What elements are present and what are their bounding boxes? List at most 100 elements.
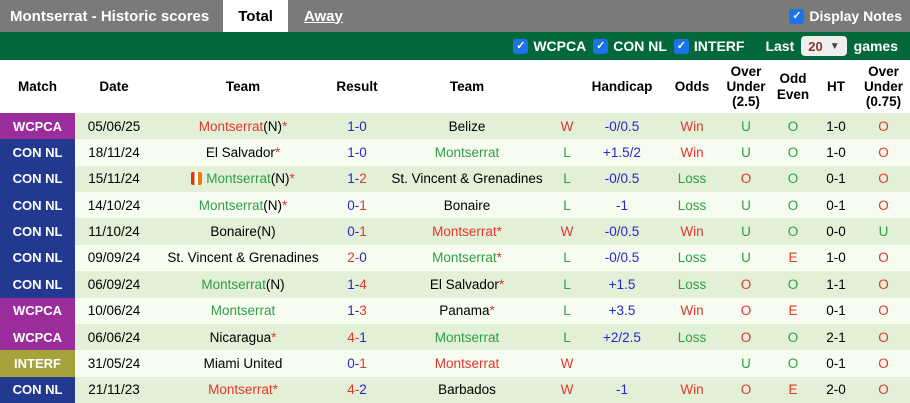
away-team-cell: El Salvador * xyxy=(381,271,553,297)
away-team-cell: Montserrat xyxy=(381,139,553,165)
header-odds: Odds xyxy=(674,78,710,94)
header-team1: Team xyxy=(225,78,261,94)
match-badge: CON NL xyxy=(0,271,75,298)
over-under-25-cell: O xyxy=(740,303,752,319)
header-handicap: Handicap xyxy=(591,78,653,94)
games-count-value: 20 xyxy=(808,38,823,54)
connl-label: CON NL xyxy=(613,38,667,54)
home-team-cell: Montserrat (N) * xyxy=(153,113,333,139)
odd-even-cell: O xyxy=(787,276,799,292)
handicap-cell: -0/0.5 xyxy=(604,224,640,240)
away-goals: 0 xyxy=(359,145,367,161)
handicap-cell: +3.5 xyxy=(608,303,636,319)
date-cell: 14/10/24 xyxy=(87,197,141,213)
connl-checkbox[interactable]: ✓ xyxy=(593,38,609,54)
team-name: Montserrat xyxy=(432,224,497,240)
home-team-cell: Montserrat * xyxy=(153,377,333,403)
ht-cell: 1-0 xyxy=(826,118,846,134)
display-notes-checkbox[interactable]: ✓ xyxy=(789,8,805,24)
handicap-cell: -0/0.5 xyxy=(604,171,640,187)
star-marker: * xyxy=(289,171,295,187)
wcpca-checkbox[interactable]: ✓ xyxy=(513,38,529,54)
team-name: Panama xyxy=(439,303,490,319)
ht-cell: 1-1 xyxy=(826,276,846,292)
ht-cell: 1-0 xyxy=(826,250,846,266)
team-name: Montserrat xyxy=(198,118,264,134)
handicap-cell: -1 xyxy=(615,197,628,213)
filter-wcpca[interactable]: ✓ WCPCA xyxy=(513,38,586,54)
odds-cell: Win xyxy=(680,382,704,398)
away-goals: 1 xyxy=(359,224,367,240)
home-goals: 1- xyxy=(347,303,360,319)
wl-cell: L xyxy=(563,197,571,213)
tab-total[interactable]: Total xyxy=(223,0,288,32)
interf-checkbox[interactable]: ✓ xyxy=(673,38,689,54)
filter-connl[interactable]: ✓ CON NL xyxy=(593,38,667,54)
over-under-25-cell: U xyxy=(741,145,751,161)
team-name: Bonaire xyxy=(210,224,257,240)
team-name: St. Vincent & Grenadines xyxy=(167,250,319,266)
neutral-venue-tag: (N) xyxy=(263,118,282,134)
table-row: CON NL 14/10/24 Montserrat (N) * 0- 1 Bonaire L -… xyxy=(0,192,910,219)
team-name: Montserrat xyxy=(434,145,500,161)
score-cell: 1- 2 xyxy=(333,166,381,192)
score-cell: 1- 0 xyxy=(333,113,381,139)
match-badge: CON NL xyxy=(0,218,75,245)
odds-cell: Win xyxy=(680,303,704,319)
handicap-cell xyxy=(581,350,663,376)
away-team-cell: Montserrat * xyxy=(381,245,553,271)
wl-cell: L xyxy=(563,303,571,319)
date-cell: 15/11/24 xyxy=(88,171,140,187)
neutral-venue-tag: (N) xyxy=(265,276,285,292)
odds-cell: Loss xyxy=(677,329,707,345)
games-count-dropdown[interactable]: 20 ▼ xyxy=(801,36,847,56)
handicap-cell: +1.5 xyxy=(608,276,636,292)
team-name: Montserrat xyxy=(198,197,264,213)
table-row: CON NL 09/09/24 St. Vincent & Grenadines 2-… xyxy=(0,244,910,272)
filter-interf[interactable]: ✓ INTERF xyxy=(673,38,744,54)
home-goals: 2- xyxy=(347,250,360,266)
away-goals: 1 xyxy=(359,197,367,213)
score-cell: 4- 2 xyxy=(333,377,381,403)
handicap-cell: +2/2.5 xyxy=(603,329,641,345)
match-badge: WCPCA xyxy=(0,323,75,351)
odds-cell: Win xyxy=(680,145,704,161)
star-marker: * xyxy=(489,303,495,319)
odds-cell xyxy=(663,350,721,376)
table-row: CON NL 11/10/24 Bonaire (N) 0- 1 Montserrat * W -… xyxy=(0,218,910,245)
display-notes-toggle[interactable]: ✓ Display Notes xyxy=(789,0,910,32)
odds-cell: Loss xyxy=(677,276,707,292)
card-icon xyxy=(191,172,203,186)
date-cell: 09/09/24 xyxy=(87,250,141,266)
away-team-cell: Barbados xyxy=(381,377,553,403)
tab-away[interactable]: Away xyxy=(303,7,343,25)
score-cell: 1- 4 xyxy=(333,271,381,297)
score-cell: 0- 1 xyxy=(333,350,381,376)
wl-cell: L xyxy=(563,145,571,161)
over-under-25-cell: U xyxy=(741,250,751,266)
table-body: WCPCA 05/06/25 Montserrat (N) * 1- 0 Belize W -0/… xyxy=(0,113,910,403)
home-team-cell: Montserrat (N) * xyxy=(153,192,333,218)
team-name: Nicaragua xyxy=(209,329,272,345)
team-name: Montserrat xyxy=(210,303,276,319)
odds-cell: Win xyxy=(680,224,704,240)
over-under-075-cell: O xyxy=(878,303,889,319)
neutral-venue-tag: (N) xyxy=(270,171,290,187)
top-bar: Montserrat - Historic scores Total Away … xyxy=(0,0,910,32)
team-name: Montserrat xyxy=(432,250,497,266)
odds-cell: Win xyxy=(680,118,704,134)
home-goals: 0- xyxy=(347,224,360,240)
table-row: WCPCA 05/06/25 Montserrat (N) * 1- 0 Belize W -0/… xyxy=(0,113,910,140)
table-header: Match Date Team Result Team Handicap Odd… xyxy=(0,60,910,113)
games-label: games xyxy=(853,38,898,54)
away-goals: 2 xyxy=(359,171,367,187)
over-under-075-cell: O xyxy=(878,118,889,134)
handicap-cell: -0/0.5 xyxy=(604,118,640,134)
match-badge: CON NL xyxy=(0,139,75,166)
ht-cell: 1-0 xyxy=(826,145,846,161)
date-cell: 21/11/23 xyxy=(88,382,140,398)
chevron-down-icon: ▼ xyxy=(829,40,840,52)
header-match: Match xyxy=(17,78,57,94)
odd-even-cell: O xyxy=(787,197,799,213)
odd-even-cell: O xyxy=(787,171,799,187)
